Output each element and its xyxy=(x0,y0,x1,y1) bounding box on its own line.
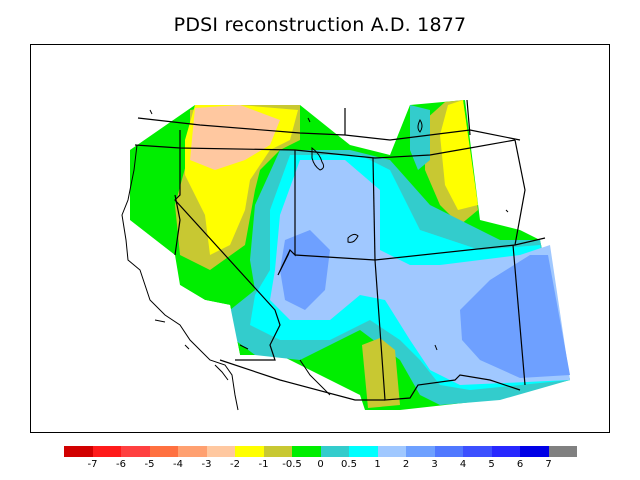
mask xyxy=(128,95,545,360)
map-frame xyxy=(30,44,610,433)
legend-label: 7 xyxy=(545,459,552,470)
legend-label: -2 xyxy=(230,459,240,470)
legend-swatch xyxy=(520,446,549,457)
legend-swatch xyxy=(548,446,577,457)
legend-label: -0.5 xyxy=(282,459,302,470)
legend-label: 3 xyxy=(431,459,438,470)
legend-swatch xyxy=(434,446,463,457)
legend-swatch xyxy=(92,446,121,457)
legend-swatch xyxy=(263,446,292,457)
map-title: PDSI reconstruction A.D. 1877 xyxy=(173,14,467,36)
legend-label: -4 xyxy=(173,459,183,470)
pdsi-field xyxy=(130,100,570,410)
lakes xyxy=(149,109,509,351)
legend-swatch xyxy=(463,446,492,457)
legend-label: -5 xyxy=(144,459,155,470)
legend-swatch xyxy=(235,446,264,457)
legend-swatch xyxy=(206,446,235,457)
legend-label: 5 xyxy=(488,459,495,470)
legend-label: -1 xyxy=(258,459,269,470)
legend-swatch xyxy=(292,446,321,457)
legend-swatch xyxy=(320,446,349,457)
legend-labels: -7 -6 -5 -4 -3 -2 -1 -0.5 0 0.5 1 2 3 4 5 6 7 xyxy=(64,459,577,473)
legend-label: 2 xyxy=(402,459,410,470)
legend-label: 0.5 xyxy=(341,459,357,470)
legend-swatch xyxy=(64,446,93,457)
boundaries xyxy=(134,99,546,401)
legend-label: -3 xyxy=(201,459,212,470)
legend-label: -7 xyxy=(87,459,98,470)
legend-label: 1 xyxy=(374,459,381,470)
legend-label: 4 xyxy=(459,459,467,470)
legend-label: -6 xyxy=(116,459,126,470)
coastline xyxy=(121,144,331,411)
legend-swatch xyxy=(406,446,435,457)
legend-label: 0 xyxy=(317,459,324,470)
legend-label: 6 xyxy=(516,459,524,470)
legend-swatch xyxy=(121,446,150,457)
legend-swatch xyxy=(149,446,178,457)
legend-swatch xyxy=(377,446,406,457)
legend-swatch xyxy=(178,446,207,457)
legend-swatch xyxy=(349,446,378,457)
color-legend xyxy=(64,446,577,457)
legend-swatch xyxy=(491,446,520,457)
